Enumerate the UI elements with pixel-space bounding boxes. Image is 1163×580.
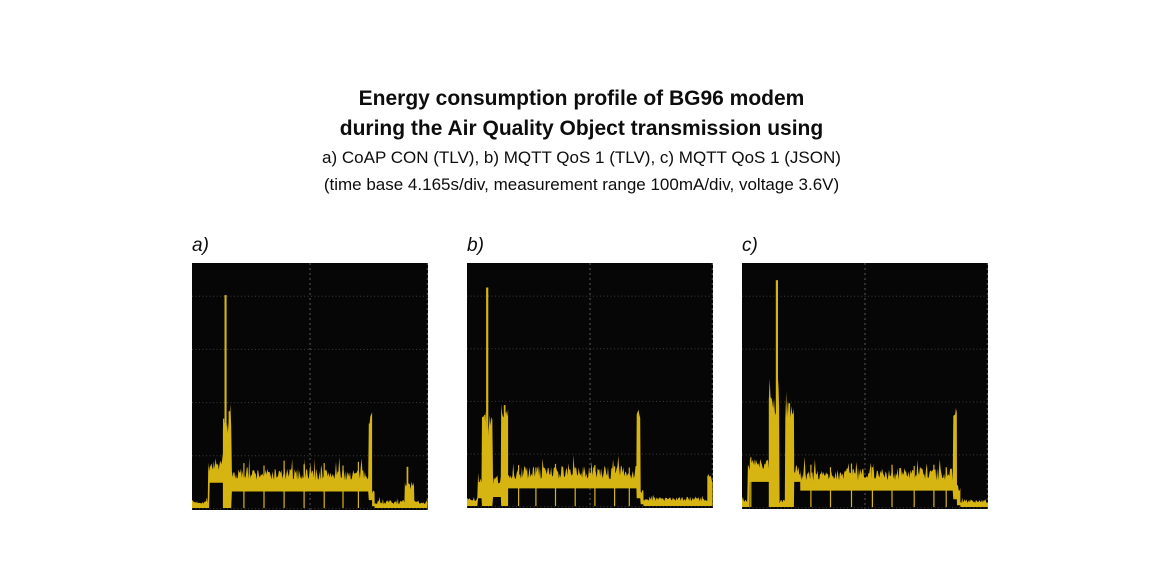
figure-title-block: Energy consumption profile of BG96 modem… — [0, 84, 1163, 198]
panel-label-b: b) — [467, 235, 484, 256]
figure-title-line-1: Energy consumption profile of BG96 modem — [358, 87, 805, 110]
figure-subtitle-protocols: a) CoAP CON (TLV), b) MQTT QoS 1 (TLV), … — [322, 148, 841, 167]
oscilloscope-panel-a: a) — [192, 235, 428, 510]
oscilloscope-panel-c: c) — [742, 235, 988, 509]
oscilloscope-screen-b — [467, 263, 713, 508]
oscilloscope-screen-a — [192, 263, 428, 510]
figure-subtitle-scope-settings: (time base 4.165s/div, measurement range… — [323, 175, 840, 194]
panel-label-a: a) — [192, 235, 209, 256]
figure-title-line-2: during the Air Quality Object transmissi… — [339, 117, 824, 140]
panel-label-c: c) — [742, 235, 758, 256]
oscilloscope-panel-b: b) — [467, 235, 713, 508]
oscilloscope-screen-c — [742, 263, 988, 509]
